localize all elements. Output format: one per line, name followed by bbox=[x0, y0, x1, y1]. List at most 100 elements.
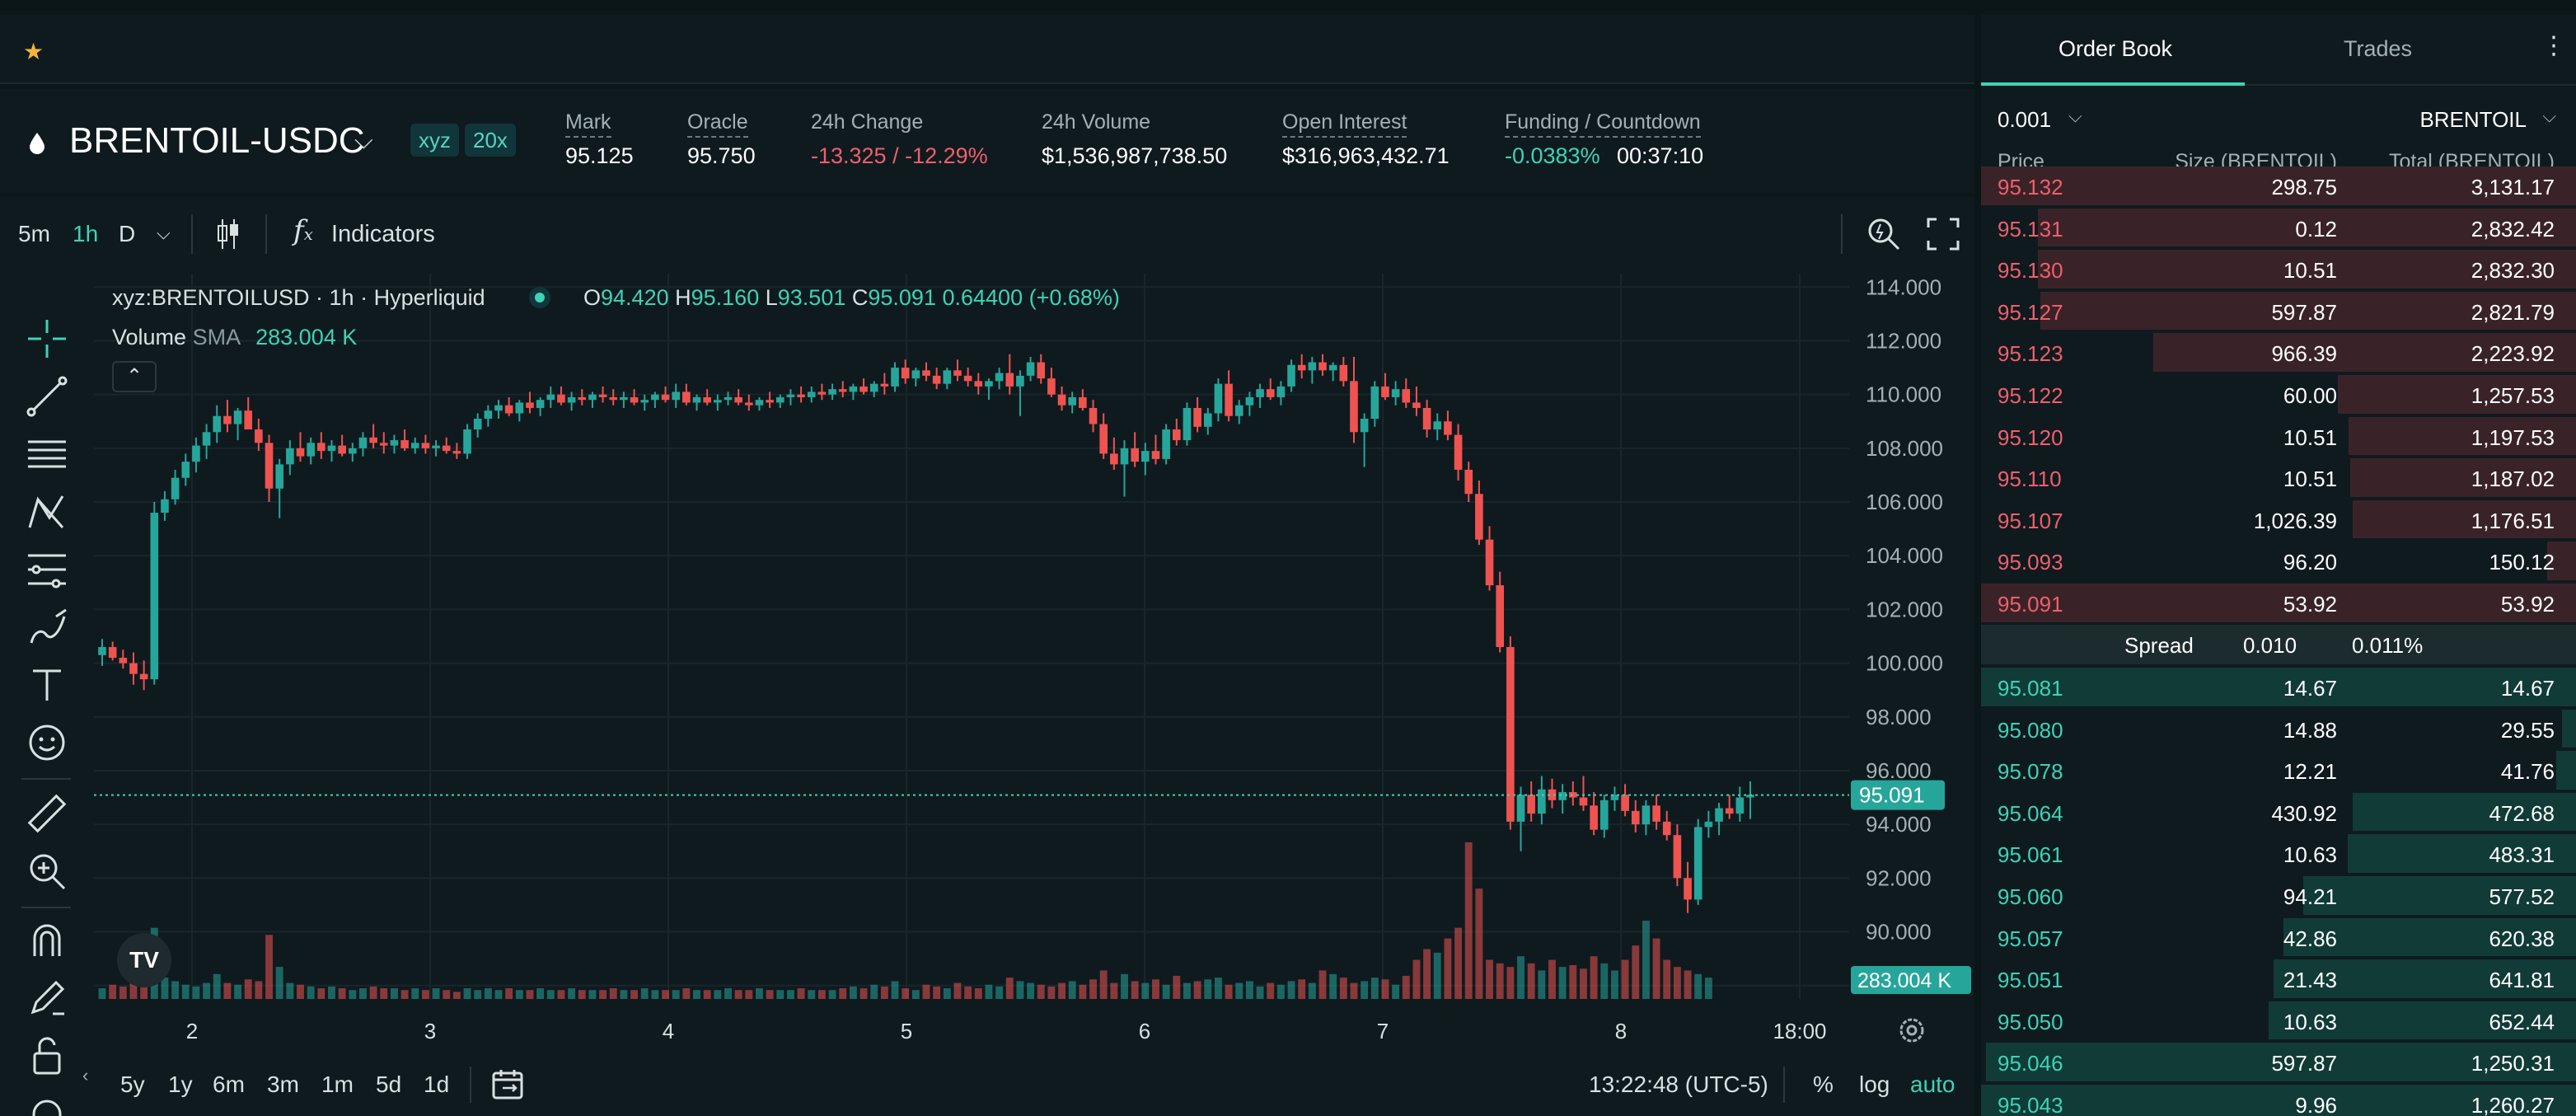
order-size: 966.39 bbox=[2271, 341, 2337, 367]
candle-body bbox=[1538, 789, 1546, 814]
ask-row[interactable]: 95.093 96.20 150.12 bbox=[1981, 540, 2576, 582]
bid-row[interactable]: 95.060 94.21 577.52 bbox=[1981, 875, 2576, 917]
bottom-divider bbox=[1783, 1067, 1785, 1103]
draw-mode-icon[interactable] bbox=[25, 976, 69, 1020]
percent-toggle[interactable]: % bbox=[1813, 1071, 1834, 1097]
collapse-tools-icon[interactable]: ‹ bbox=[82, 1065, 89, 1086]
star-icon[interactable]: ★ bbox=[23, 39, 44, 64]
horizontal-lines-icon[interactable] bbox=[25, 432, 69, 476]
funding-label[interactable]: Funding / Countdown bbox=[1505, 110, 1701, 138]
trend-line-icon[interactable] bbox=[25, 374, 69, 419]
tradingview-logo-icon[interactable]: TV bbox=[117, 933, 171, 987]
candle-body bbox=[119, 658, 128, 664]
crosshair-icon[interactable] bbox=[25, 317, 69, 361]
chevron-down-icon[interactable]: ⌵ bbox=[354, 127, 373, 154]
bid-row[interactable]: 95.051 21.43 641.81 bbox=[1981, 958, 2576, 1000]
bid-row[interactable]: 95.061 10.63 483.31 bbox=[1981, 832, 2576, 875]
range-5d[interactable]: 5d bbox=[376, 1071, 402, 1097]
visibility-icon[interactable] bbox=[25, 1090, 69, 1116]
auto-toggle[interactable]: auto bbox=[1910, 1071, 1955, 1097]
range-1m[interactable]: 1m bbox=[321, 1071, 354, 1097]
timeframe-d[interactable]: D bbox=[119, 221, 136, 246]
ask-row[interactable]: 95.123 966.39 2,223.92 bbox=[1981, 331, 2576, 373]
timeframe-1h[interactable]: 1h bbox=[73, 221, 99, 246]
text-tool-icon[interactable] bbox=[25, 663, 69, 707]
ask-row[interactable]: 95.130 10.51 2,832.30 bbox=[1981, 248, 2576, 290]
candle-body bbox=[1590, 805, 1598, 830]
volume-bar bbox=[828, 990, 836, 999]
bid-row[interactable]: 95.057 42.86 620.38 bbox=[1981, 917, 2576, 959]
magnet-icon[interactable] bbox=[25, 918, 69, 963]
ask-row[interactable]: 95.132 298.75 3,131.17 bbox=[1981, 165, 2576, 207]
price-tick-label: 106.000 bbox=[1866, 490, 1943, 514]
bid-row[interactable]: 95.050 10.63 652.44 bbox=[1981, 1000, 2576, 1042]
open-interest-label[interactable]: Open Interest bbox=[1282, 110, 1407, 138]
bid-row[interactable]: 95.080 14.88 29.55 bbox=[1981, 708, 2576, 750]
more-options-icon[interactable]: ⋮ bbox=[2541, 32, 2566, 59]
time-axis[interactable]: 2 3 4 5 6 7 8 18:00 bbox=[94, 1006, 1974, 1055]
range-6m[interactable]: 6m bbox=[213, 1071, 245, 1097]
unit-select[interactable]: BRENTOIL bbox=[2419, 107, 2527, 132]
lock-icon[interactable] bbox=[25, 1034, 69, 1078]
bid-row[interactable]: 95.081 14.67 14.67 bbox=[1981, 666, 2576, 708]
ask-row[interactable]: 95.131 0.12 2,832.42 bbox=[1981, 207, 2576, 249]
timeframe-5m[interactable]: 5m bbox=[18, 221, 50, 246]
pattern-icon[interactable] bbox=[25, 490, 69, 534]
range-5y[interactable]: 5y bbox=[120, 1071, 145, 1097]
fullscreen-icon[interactable] bbox=[1927, 218, 1960, 251]
leverage-badge[interactable]: 20x bbox=[465, 124, 516, 157]
candle-body bbox=[1297, 364, 1306, 371]
mark-label[interactable]: Mark bbox=[565, 110, 611, 138]
chevron-down-icon[interactable]: ⌵ bbox=[2068, 106, 2082, 126]
tab-trades[interactable]: Trades bbox=[2344, 36, 2413, 61]
bid-row[interactable]: 95.046 597.87 1,250.31 bbox=[1981, 1041, 2576, 1083]
order-total: 3,131.17 bbox=[2471, 175, 2555, 199]
volume-bar bbox=[578, 990, 586, 999]
ask-row[interactable]: 95.110 10.51 1,187.02 bbox=[1981, 457, 2576, 499]
ask-row[interactable]: 95.127 597.87 2,821.79 bbox=[1981, 290, 2576, 332]
candle-body bbox=[1120, 448, 1129, 465]
function-icon[interactable]: fx bbox=[293, 214, 313, 247]
candlestick-type-icon[interactable] bbox=[216, 218, 241, 251]
bid-row[interactable]: 95.064 430.92 472.68 bbox=[1981, 791, 2576, 833]
date-range-icon[interactable] bbox=[491, 1068, 526, 1101]
tick-size-select[interactable]: 0.001 bbox=[1998, 107, 2052, 132]
volume-bar bbox=[734, 990, 742, 999]
tools-divider bbox=[21, 778, 71, 780]
range-1d[interactable]: 1d bbox=[424, 1071, 450, 1097]
chevron-down-icon[interactable]: ⌵ bbox=[157, 223, 171, 243]
market-pair-title[interactable]: BRENTOIL-USDC bbox=[69, 120, 365, 161]
chevron-down-icon[interactable]: ⌵ bbox=[2542, 106, 2556, 126]
log-toggle[interactable]: log bbox=[1859, 1071, 1890, 1097]
ask-row[interactable]: 95.122 60.00 1,257.53 bbox=[1981, 373, 2576, 415]
ask-row[interactable]: 95.091 53.92 53.92 bbox=[1981, 582, 2576, 624]
price-chart[interactable] bbox=[94, 274, 1849, 999]
prediction-icon[interactable] bbox=[25, 547, 69, 592]
bid-row[interactable]: 95.078 12.21 41.76 bbox=[1981, 749, 2576, 791]
bid-row[interactable]: 95.043 9.96 1,260.27 bbox=[1981, 1083, 2576, 1116]
candle-body bbox=[1110, 453, 1118, 465]
order-size: 0.12 bbox=[2295, 216, 2337, 241]
ask-row[interactable]: 95.107 1,026.39 1,176.51 bbox=[1981, 499, 2576, 541]
volume-bar bbox=[1329, 973, 1337, 999]
indicators-button[interactable]: Indicators bbox=[331, 221, 435, 247]
clock[interactable]: 13:22:48 (UTC-5) bbox=[1589, 1071, 1768, 1097]
range-1y[interactable]: 1y bbox=[168, 1071, 193, 1097]
candle-body bbox=[1610, 795, 1619, 800]
spread-percent: 0.011% bbox=[2352, 633, 2424, 658]
zoom-in-icon[interactable] bbox=[25, 849, 69, 893]
brush-icon[interactable] bbox=[25, 605, 69, 649]
settings-gear-icon[interactable] bbox=[1897, 1015, 1927, 1045]
collapse-legend-button[interactable]: ⌃ bbox=[112, 361, 157, 392]
range-3m[interactable]: 3m bbox=[267, 1071, 299, 1097]
candle-body bbox=[1245, 396, 1254, 406]
ruler-icon[interactable] bbox=[25, 791, 69, 836]
quick-search-icon[interactable] bbox=[1866, 216, 1902, 252]
tab-order-book[interactable]: Order Book bbox=[2058, 36, 2173, 61]
volume-value: $1,536,987,738.50 bbox=[1042, 143, 1228, 168]
oracle-label[interactable]: Oracle bbox=[687, 110, 748, 138]
candle-body bbox=[1068, 396, 1077, 406]
ask-row[interactable]: 95.120 10.51 1,197.53 bbox=[1981, 415, 2576, 457]
emoji-icon[interactable] bbox=[25, 720, 69, 765]
price-axis[interactable]: 114.000 112.000 110.000 108.000 106.000 104.0… bbox=[1849, 274, 1974, 999]
